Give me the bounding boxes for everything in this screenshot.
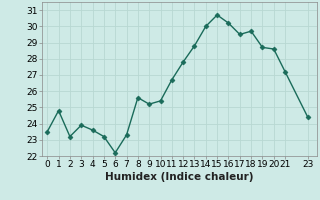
- X-axis label: Humidex (Indice chaleur): Humidex (Indice chaleur): [105, 172, 253, 182]
